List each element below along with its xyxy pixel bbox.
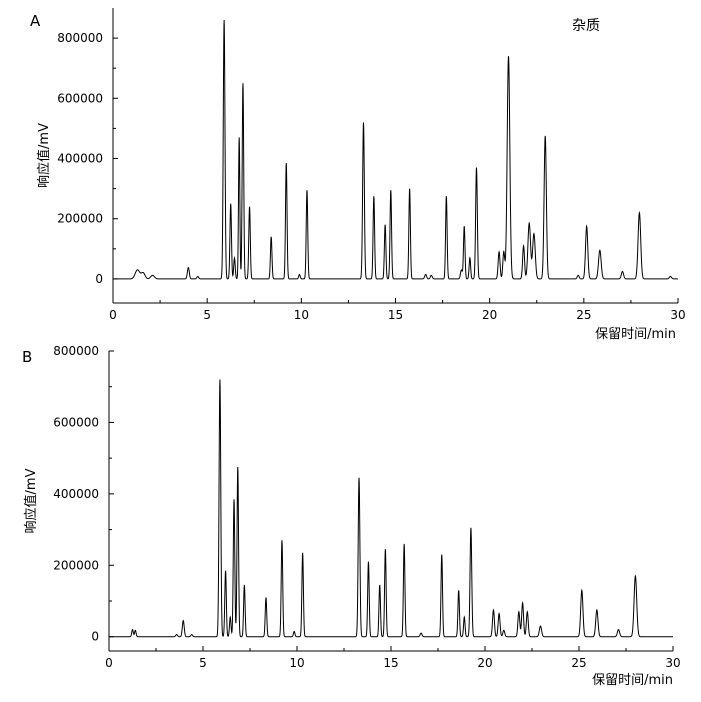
y-tick-label: 800000	[57, 31, 103, 45]
x-tick-label: 20	[482, 308, 497, 322]
x-tick-label: 10	[289, 656, 304, 670]
x-tick-label: 0	[109, 308, 117, 322]
x-axis-label: 保留时间/min	[595, 327, 676, 342]
y-tick-label: 600000	[53, 415, 99, 429]
y-tick-label: 0	[91, 630, 99, 644]
y-tick-label: 400000	[57, 152, 103, 166]
y-tick-label: 400000	[53, 487, 99, 501]
chromatogram-trace	[113, 20, 678, 279]
chromatogram-trace	[109, 380, 673, 637]
panel-a: A 杂质 0 5 10 15 20 25 30 0 200000 400000 600000 8000…	[30, 8, 686, 342]
y-tick-label: 0	[95, 272, 103, 286]
annotation-impurity: 杂质	[572, 18, 600, 34]
x-tick-label: 15	[388, 308, 403, 322]
x-tick-label: 0	[105, 656, 113, 670]
y-tick-label: 800000	[53, 344, 99, 358]
x-tick-label: 25	[571, 656, 586, 670]
x-tick-label: 10	[294, 308, 309, 322]
y-tick-label: 200000	[57, 212, 103, 226]
panel-b: B 0 5 10 15 20 25 30 0 200000 400000 600000 800000 保…	[22, 344, 681, 688]
panel-label-b: B	[22, 348, 32, 366]
y-tick-label: 600000	[57, 91, 103, 105]
x-tick-label: 30	[665, 656, 680, 670]
y-axis-label: 响应值/mV	[23, 468, 39, 533]
x-tick-label: 25	[576, 308, 591, 322]
x-tick-label: 5	[203, 308, 211, 322]
panel-label-a: A	[30, 12, 41, 30]
y-tick-label: 200000	[53, 558, 99, 572]
x-tick-label: 5	[199, 656, 207, 670]
x-tick-label: 15	[383, 656, 398, 670]
x-tick-label: 20	[477, 656, 492, 670]
y-axis-label: 响应值/mV	[36, 123, 52, 188]
x-tick-label: 30	[670, 308, 685, 322]
x-axis-label: 保留时间/min	[592, 673, 673, 688]
